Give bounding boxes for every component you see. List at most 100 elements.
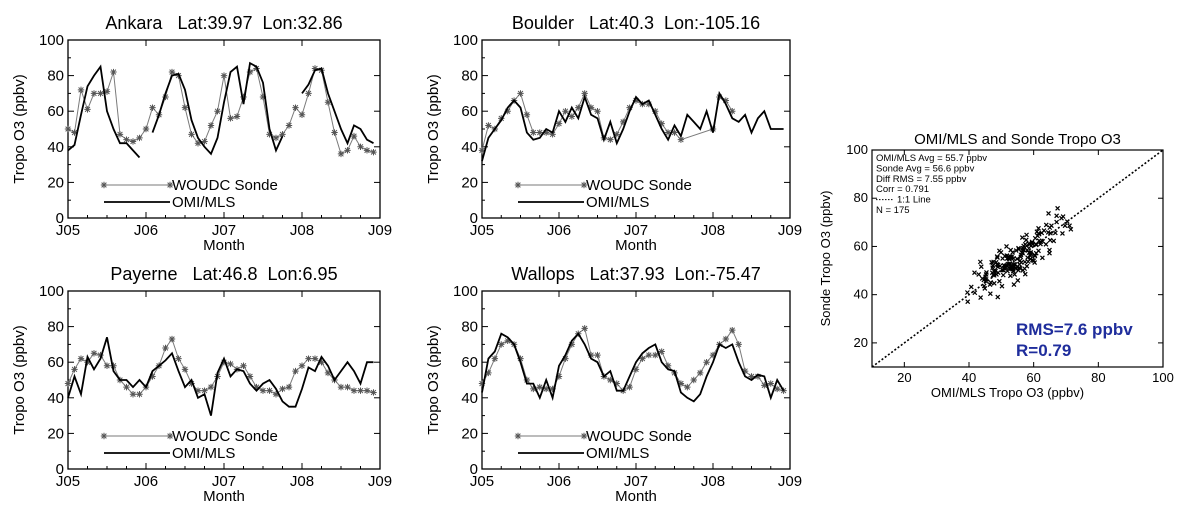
y-axis-label: Tropo O3 (ppbv) [425, 74, 442, 184]
sonde-point [207, 383, 215, 391]
sonde-point [311, 65, 319, 72]
sonde-point [272, 134, 280, 142]
scatter-point [1062, 223, 1068, 229]
scatter-point [1000, 272, 1006, 278]
series-omi-mls [481, 90, 784, 162]
omi-line [481, 90, 784, 162]
scatter-point [1033, 242, 1039, 248]
scatter-point [996, 278, 1002, 284]
scatter-point [1067, 223, 1072, 229]
sonde-point [194, 140, 202, 147]
sonde-point [84, 106, 91, 113]
y-tick-label: 80 [47, 319, 64, 336]
sonde-point [555, 373, 563, 380]
y-tick-label: 60 [47, 354, 64, 371]
scatter-point [987, 291, 993, 297]
sonde-point [645, 351, 653, 359]
x-tick-label: J07 [212, 473, 236, 490]
sonde-point [690, 376, 697, 384]
x-axis-label: Month [203, 488, 245, 505]
scatter-point [991, 280, 997, 286]
y-tick-label: 0 [470, 461, 478, 478]
y-tick-label: 0 [56, 461, 64, 478]
x-tick-label: J05 [56, 473, 80, 490]
scatter-point [1047, 247, 1052, 253]
stats-line: Corr = 0.791 [876, 184, 929, 195]
scatter-point [1012, 271, 1018, 277]
sonde-point [214, 108, 221, 115]
x-tick-label: J08 [290, 222, 314, 239]
scatter-point [1007, 273, 1013, 279]
scatter-point [1005, 268, 1010, 274]
sonde-point [517, 90, 524, 97]
sonde-point [227, 360, 234, 368]
x-tick-label: J09 [778, 222, 802, 239]
sonde-point [523, 111, 531, 118]
sonde-point [285, 383, 293, 391]
scatter-point [978, 295, 984, 300]
scatter-point [1046, 210, 1051, 216]
scatter-point [964, 290, 970, 295]
sonde-point [754, 373, 762, 380]
sonde-point [562, 108, 569, 115]
sonde-point [652, 351, 659, 359]
stats-line: 1:1 Line [897, 195, 931, 206]
sonde-point [123, 136, 130, 143]
sonde-point [677, 136, 685, 143]
x-tick-label: J05 [56, 222, 80, 239]
sonde-point [246, 373, 254, 380]
legend-sonde-marker [580, 432, 588, 440]
sonde-point [555, 120, 563, 127]
sonde-point [370, 148, 377, 156]
scatter-point [1011, 282, 1017, 287]
y-tick-label: 40 [854, 287, 868, 302]
sonde-point [652, 108, 659, 115]
scatter-panel: 20 40 60 80 100 20 40 60 80 100 OMI/MLS and Sonde … [818, 131, 1174, 400]
scatter-point [1054, 219, 1060, 225]
sonde-point [498, 341, 505, 348]
r-label: R=0.79 [1016, 341, 1071, 360]
sonde-point [370, 389, 377, 396]
sonde-point [748, 373, 755, 380]
scatter-point [1025, 259, 1031, 265]
y-tick-label: 80 [854, 190, 868, 205]
sonde-point [594, 351, 601, 359]
x-tick-label: J06 [134, 473, 158, 490]
sonde-point [136, 391, 143, 398]
sonde-point [142, 125, 150, 133]
scatter-point [1055, 205, 1061, 211]
sonde-point [84, 359, 91, 366]
legend-omi-label: OMI/MLS [586, 194, 649, 211]
x-tick-label: J06 [134, 222, 158, 239]
legend-sonde-marker [166, 181, 174, 189]
sonde-point [549, 131, 556, 138]
scatter-point [995, 270, 1001, 276]
sonde-point [363, 147, 371, 154]
sonde-point [677, 380, 685, 387]
sonde-point [658, 348, 665, 355]
scatter-point [1032, 235, 1038, 241]
sonde-point [664, 129, 672, 136]
sonde-point [344, 383, 351, 391]
scatter-point [1029, 240, 1035, 246]
sonde-point [129, 138, 137, 145]
y-tick-label: 80 [461, 319, 478, 336]
sonde-point [741, 367, 749, 375]
sonde-point [181, 366, 189, 373]
series-omi-mls [481, 332, 785, 403]
scatter-point [1039, 230, 1045, 236]
scatter-point [1032, 260, 1038, 266]
scatter-point [1019, 250, 1025, 255]
omi-line [67, 61, 374, 159]
sonde-point [562, 355, 569, 362]
sonde-point [645, 100, 653, 108]
y-tick-label: 80 [47, 68, 64, 85]
x-tick-label: 100 [1152, 370, 1174, 385]
x-tick-label: J05 [470, 473, 494, 490]
sonde-point [703, 359, 710, 366]
sonde-point [188, 380, 195, 387]
x-tick-label: J05 [470, 222, 494, 239]
scatter-point [1052, 230, 1058, 236]
